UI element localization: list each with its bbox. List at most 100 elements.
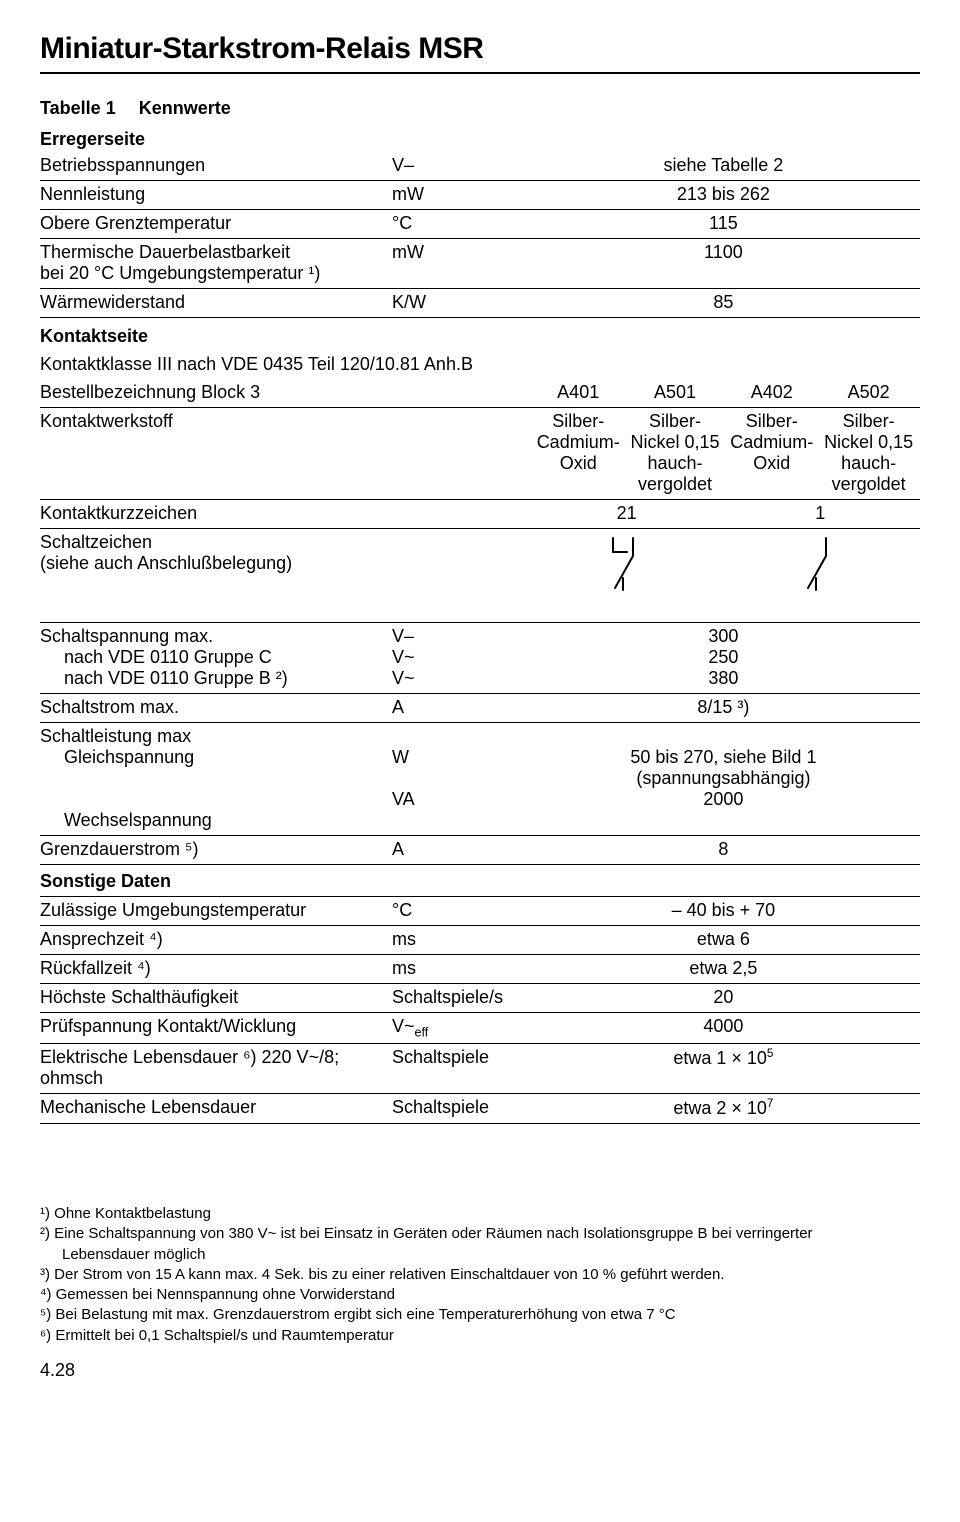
cell-value: 20 [533,983,920,1012]
cell-unit: Schaltspiele [392,1044,533,1094]
cell-value: A502 [823,379,920,408]
cell-value: Silber-Cadmium-Oxid [726,408,823,500]
cell-label: Betriebsspannungen [40,152,392,181]
cell-label: Grenzdauerstrom ⁵) [40,835,392,864]
cell-label: Prüfspannung Kontakt/Wicklung [40,1012,392,1044]
cell-value: etwa 1 × 105 [533,1044,920,1094]
table-row: Schaltzeichen (siehe auch Anschlußbelegu… [40,529,920,601]
cell-unit: ms [392,954,533,983]
footnote-cont: Lebensdauer möglich [40,1245,920,1265]
table-row: Ansprechzeit ⁴) ms etwa 6 [40,925,920,954]
cell-label: Rückfallzeit ⁴) [40,954,392,983]
cell-label: Schaltleistung max Gleichspannung Wechse… [40,722,392,835]
cell-value: A501 [630,379,727,408]
table-row: Kontaktseite [40,318,920,352]
cell-unit: mW [392,181,533,210]
table-row: Thermische Dauerbelastbarkeit bei 20 °C … [40,239,920,289]
switch-symbol-changeover [533,529,727,601]
cell-value: 21 [533,500,727,529]
cell-unit: V– [392,152,533,181]
cell-value: 115 [533,210,920,239]
cell-value: etwa 6 [533,925,920,954]
cell-label: Schaltstrom max. [40,693,392,722]
footnote: ³) Der Strom von 15 A kann max. 4 Sek. b… [40,1265,920,1285]
cell-unit: A [392,693,533,722]
cell-label: Nennleistung [40,181,392,210]
data-table: Betriebsspannungen V– siehe Tabelle 2 Ne… [40,152,920,1124]
cell-label: Elektrische Lebensdauer ⁶) 220 V~/8; ohm… [40,1044,392,1094]
table-row: Schaltspannung max. nach VDE 0110 Gruppe… [40,622,920,693]
table-row: Bestellbezeichnung Block 3 A401 A501 A40… [40,379,920,408]
table-row: Schaltleistung max Gleichspannung Wechse… [40,722,920,835]
cell-value: 300 250 380 [533,622,920,693]
table-row: Mechanische Lebensdauer Schaltspiele etw… [40,1094,920,1124]
cell-value: 50 bis 270, siehe Bild 1 (spannungsabhän… [533,722,920,835]
cell-label: Schaltspannung max. nach VDE 0110 Gruppe… [40,622,392,693]
cell-label: Kontaktwerkstoff [40,408,392,500]
page-number: 4.28 [40,1360,920,1381]
cell-label: Obere Grenztemperatur [40,210,392,239]
cell-unit: ms [392,925,533,954]
table-row: Wärmewiderstand K/W 85 [40,289,920,318]
table-row: Kontaktklasse III nach VDE 0435 Teil 120… [40,351,920,379]
footnote: ²) Eine Schaltspannung von 380 V~ ist be… [40,1224,920,1244]
cell-label: Ansprechzeit ⁴) [40,925,392,954]
table-caption: Tabelle 1 Kennwerte [40,98,920,119]
table-row: Schaltstrom max. A 8/15 ³) [40,693,920,722]
label-line2: bei 20 °C Umgebungstemperatur ¹) [40,263,320,283]
label-line1: Thermische Dauerbelastbarkeit [40,242,290,262]
section-sonst: Sonstige Daten [40,871,171,891]
cell-value: 1 [726,500,920,529]
table-row: Prüfspannung Kontakt/Wicklung V~eff 4000 [40,1012,920,1044]
section-erreger: Erregerseite [40,129,920,150]
page-title: Miniatur-Starkstrom-Relais MSR [40,32,920,74]
cell-value: 213 bis 262 [533,181,920,210]
footnotes: ¹) Ohne Kontaktbelastung ²) Eine Schalts… [40,1204,920,1346]
caption-label: Kennwerte [139,98,231,118]
cell-unit: W VA [392,722,533,835]
table-row: Betriebsspannungen V– siehe Tabelle 2 [40,152,920,181]
footnote: ⁶) Ermittelt bei 0,1 Schaltspiel/s und R… [40,1326,920,1346]
table-row: Höchste Schalthäufigkeit Schaltspiele/s … [40,983,920,1012]
section-kontakt: Kontaktseite [40,326,148,346]
cell-value: Silber-Cadmium-Oxid [533,408,630,500]
cell-value: A401 [533,379,630,408]
cell-unit: °C [392,896,533,925]
table-row: Zulässige Umgebungstemperatur °C – 40 bi… [40,896,920,925]
table-row: Kontaktwerkstoff Silber-Cadmium-Oxid Sil… [40,408,920,500]
cell-label: Höchste Schalthäufigkeit [40,983,392,1012]
cell-label: Kontaktkurzzeichen [40,500,392,529]
table-row: Nennleistung mW 213 bis 262 [40,181,920,210]
table-row: Kontaktkurzzeichen 21 1 [40,500,920,529]
cell-unit: V~eff [392,1012,533,1044]
table-row: Sonstige Daten [40,864,920,896]
cell-value: Silber-Nickel 0,15hauch-vergoldet [630,408,727,500]
cell-unit: V– V~ V~ [392,622,533,693]
footnote: ⁴) Gemessen bei Nennspannung ohne Vorwid… [40,1285,920,1305]
cell-value: etwa 2 × 107 [533,1094,920,1124]
table-row: Rückfallzeit ⁴) ms etwa 2,5 [40,954,920,983]
cell-unit: °C [392,210,533,239]
cell-label: Mechanische Lebensdauer [40,1094,392,1124]
cell-label: Bestellbezeichnung Block 3 [40,379,392,408]
cell-value: 8 [533,835,920,864]
cell-value: 1100 [533,239,920,289]
footnote: ¹) Ohne Kontaktbelastung [40,1204,920,1224]
cell-label: Zulässige Umgebungstemperatur [40,896,392,925]
cell-unit: Schaltspiele [392,1094,533,1124]
cell-label: Wärmewiderstand [40,289,392,318]
cell-value: 85 [533,289,920,318]
cell-value: etwa 2,5 [533,954,920,983]
footnote: ⁵) Bei Belastung mit max. Grenzdauerstro… [40,1305,920,1325]
cell-label: Schaltzeichen (siehe auch Anschlußbelegu… [40,529,392,601]
cell-value: – 40 bis + 70 [533,896,920,925]
cell-unit: K/W [392,289,533,318]
cell-value: Silber-Nickel 0,15hauch-vergoldet [823,408,920,500]
cell-value: 4000 [533,1012,920,1044]
cell-label: Thermische Dauerbelastbarkeit bei 20 °C … [40,239,392,289]
cell-label: Kontaktklasse III nach VDE 0435 Teil 120… [40,351,920,379]
cell-value: 8/15 ³) [533,693,920,722]
cell-unit: Schaltspiele/s [392,983,533,1012]
cell-value: A402 [726,379,823,408]
switch-symbol-no [726,529,920,601]
